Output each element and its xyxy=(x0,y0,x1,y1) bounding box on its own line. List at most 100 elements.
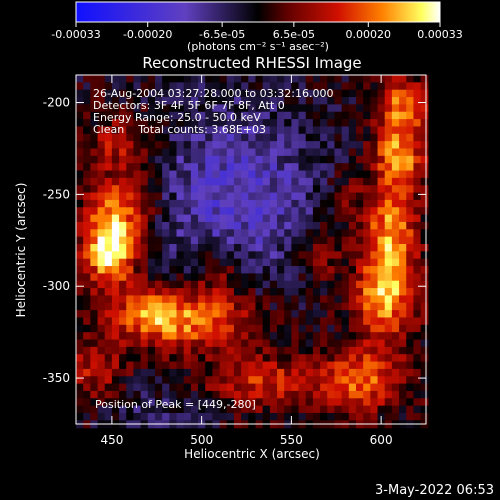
heatmap-cell xyxy=(162,177,170,186)
heatmap-cell xyxy=(169,317,178,326)
heatmap-cell xyxy=(370,332,379,341)
heatmap-cell xyxy=(76,119,84,128)
heatmap-cell xyxy=(320,75,328,83)
heatmap-cell xyxy=(140,390,149,399)
heatmap-cell xyxy=(391,163,400,172)
heatmap-cell xyxy=(377,317,386,326)
heatmap-cell xyxy=(262,295,271,304)
heatmap-cell xyxy=(406,185,415,194)
x-axis: 450 500 550 600 xyxy=(100,75,393,447)
heatmap-cell xyxy=(205,177,214,186)
heatmap-cell xyxy=(262,258,271,267)
heatmap-cell xyxy=(348,310,357,319)
heatmap-cell xyxy=(320,192,328,201)
heatmap-cell xyxy=(334,207,343,216)
heatmap-cell xyxy=(406,148,415,157)
heatmap-cell xyxy=(399,383,407,392)
heatmap-cell xyxy=(111,82,120,91)
heatmap-cell xyxy=(140,104,149,113)
heatmap-cell xyxy=(406,163,415,172)
x-tick-label: 500 xyxy=(190,433,213,447)
heatmap-cell xyxy=(104,177,113,186)
heatmap-cell xyxy=(377,141,386,150)
heatmap-cell xyxy=(133,258,142,267)
heatmap-cell xyxy=(97,258,106,267)
heatmap-cell xyxy=(363,339,371,348)
heatmap-cell xyxy=(76,302,84,311)
heatmap-cell xyxy=(348,214,357,223)
heatmap-cell xyxy=(377,207,386,216)
heatmap-cell xyxy=(90,155,99,164)
heatmap-cell xyxy=(377,236,386,245)
heatmap-cell xyxy=(147,141,156,150)
heatmap-cell xyxy=(262,185,271,194)
heatmap-cell xyxy=(241,354,249,363)
heatmap-cell xyxy=(262,89,271,98)
heatmap-cell xyxy=(176,295,185,304)
heatmap-cell xyxy=(111,229,120,238)
heatmap-cell xyxy=(169,251,178,260)
heatmap-cell xyxy=(176,332,185,341)
heatmap-cell xyxy=(205,199,214,208)
heatmap-cell xyxy=(190,368,199,377)
heatmap-cell xyxy=(226,177,235,186)
heatmap-cell xyxy=(97,133,106,142)
heatmap-cell xyxy=(356,192,364,201)
heatmap-cell xyxy=(190,82,199,91)
heatmap-cell xyxy=(76,207,84,216)
heatmap-cell xyxy=(377,288,386,297)
heatmap-cell xyxy=(363,170,371,179)
heatmap-cell xyxy=(90,339,99,348)
heatmap-cell xyxy=(226,280,235,289)
heatmap-cell xyxy=(176,258,185,267)
heatmap-cell xyxy=(169,273,178,282)
heatmap-cell xyxy=(406,126,415,135)
heatmap-cell xyxy=(226,111,235,120)
heatmap-cell xyxy=(190,251,199,260)
heatmap-cell xyxy=(205,288,214,297)
heatmap-cell xyxy=(334,280,343,289)
heatmap-cell xyxy=(190,141,199,150)
heatmap-cell xyxy=(341,199,350,208)
heatmap-cell xyxy=(226,75,235,83)
heatmap-cell xyxy=(291,192,300,201)
heatmap-cell xyxy=(284,332,292,341)
heatmap-cell xyxy=(154,243,163,252)
heatmap-cell xyxy=(111,236,120,245)
heatmap-cell xyxy=(76,82,84,91)
heatmap-cell xyxy=(140,214,149,223)
heatmap-cell xyxy=(348,383,357,392)
heatmap-cell xyxy=(219,126,228,135)
heatmap-cell xyxy=(363,148,371,157)
heatmap-cell xyxy=(370,199,379,208)
plot-area: 450 500 550 600 -200-250-300-350 xyxy=(43,74,429,447)
heatmap-cell xyxy=(147,119,156,128)
heatmap-cell xyxy=(341,295,350,304)
heatmap-cell xyxy=(133,148,142,157)
heatmap-cell xyxy=(226,170,235,179)
heatmap-cell xyxy=(356,207,364,216)
heatmap-cell xyxy=(162,390,170,399)
heatmap-cell xyxy=(162,104,170,113)
heatmap-cell xyxy=(356,398,364,407)
heatmap-cell xyxy=(205,221,214,230)
heatmap-cell xyxy=(320,266,328,274)
heatmap-cell xyxy=(233,390,242,399)
heatmap-cell xyxy=(83,236,91,245)
heatmap-cell xyxy=(233,346,242,355)
heatmap-cell xyxy=(83,207,91,216)
heatmap-cell xyxy=(198,361,206,370)
heatmap-cell xyxy=(176,266,185,274)
heatmap-cell xyxy=(277,89,285,98)
heatmap-cell xyxy=(269,346,278,355)
heatmap-cell xyxy=(162,170,170,179)
heatmap-cell xyxy=(413,75,422,83)
heatmap-cell xyxy=(147,199,156,208)
heatmap-cell xyxy=(176,207,185,216)
heatmap-cell xyxy=(241,192,249,201)
heatmap-cell xyxy=(420,346,429,355)
heatmap-cell xyxy=(154,214,163,223)
heatmap-cell xyxy=(233,339,242,348)
heatmap-cell xyxy=(356,148,364,157)
heatmap-cell xyxy=(169,339,178,348)
